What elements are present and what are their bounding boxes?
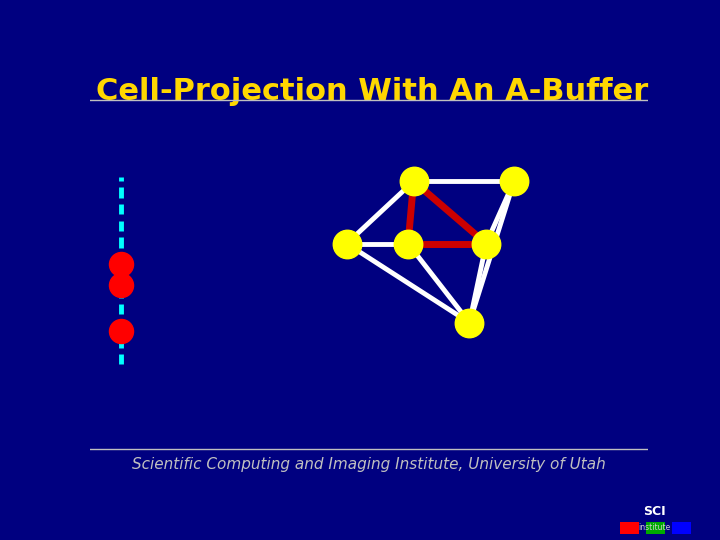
Bar [672,522,690,534]
Text: SCI: SCI [643,505,666,518]
Point [464,318,475,327]
Point [508,177,520,186]
Bar [620,522,639,534]
Point [115,281,127,289]
Bar [646,522,665,534]
Point [480,239,492,248]
Point [115,260,127,269]
Text: Cell-Projection With An A-Buffer: Cell-Projection With An A-Buffer [96,77,648,106]
Text: Scientific Computing and Imaging Institute, University of Utah: Scientific Computing and Imaging Institu… [132,457,606,472]
Point [402,239,414,248]
Text: institute: institute [639,523,670,532]
Point [341,239,353,248]
Point [115,327,127,335]
Point [408,177,419,186]
